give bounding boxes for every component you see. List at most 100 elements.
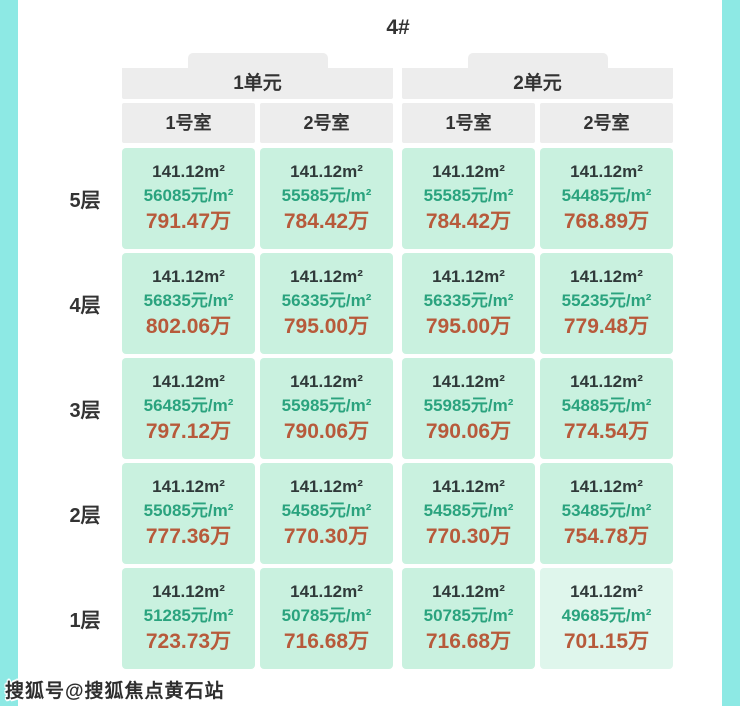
area-text: 141.12m² (570, 582, 643, 601)
area-text: 141.12m² (290, 372, 363, 391)
unit-price-text: 54585元/m² (281, 501, 372, 520)
area-text: 141.12m² (570, 162, 643, 181)
unit-price-text: 55985元/m² (423, 396, 514, 415)
unit-price-text: 55085元/m² (143, 501, 234, 520)
left-accent-bar (0, 0, 18, 706)
total-price-text: 770.30万 (283, 525, 370, 548)
area-text: 141.12m² (432, 162, 505, 181)
area-text: 141.12m² (432, 477, 505, 496)
price-cell: 141.12m² 55585元/m² 784.42万 (402, 148, 535, 249)
total-price-text: 754.78万 (563, 525, 650, 548)
unit-price-text: 54485元/m² (561, 186, 652, 205)
price-cell: 141.12m² 50785元/m² 716.68万 (260, 568, 393, 669)
price-cell: 141.12m² 56835元/m² 802.06万 (122, 253, 255, 354)
price-cell: 141.12m² 53485元/m² 754.78万 (540, 463, 673, 564)
unit-tabs-row (58, 53, 674, 68)
area-text: 141.12m² (290, 582, 363, 601)
unit-price-text: 56835元/m² (143, 291, 234, 310)
total-price-text: 774.54万 (563, 420, 650, 443)
room-row-spacer (58, 103, 122, 143)
total-price-text: 791.47万 (145, 210, 232, 233)
floor-label: 1层 (69, 610, 101, 632)
area-text: 141.12m² (432, 582, 505, 601)
area-text: 141.12m² (290, 162, 363, 181)
floor-label: 4层 (69, 295, 101, 317)
unit-price-text: 55585元/m² (281, 186, 372, 205)
unit-price-text: 56335元/m² (423, 291, 514, 310)
price-cell: 141.12m² 55235元/m² 779.48万 (540, 253, 673, 354)
unit-2-tab-area (402, 53, 673, 68)
unit-price-text: 54585元/m² (423, 501, 514, 520)
unit-2-header: 2单元 (402, 68, 673, 99)
unit-price-text: 55585元/m² (423, 186, 514, 205)
unit-price-text: 50785元/m² (423, 606, 514, 625)
area-text: 141.12m² (570, 477, 643, 496)
unit-price-text: 55985元/m² (281, 396, 372, 415)
area-text: 141.12m² (290, 477, 363, 496)
price-cell: 141.12m² 49685元/m² 701.15万 (540, 568, 673, 669)
total-price-text: 716.68万 (283, 630, 370, 653)
price-cell: 141.12m² 56485元/m² 797.12万 (122, 358, 255, 459)
unit-price-text: 56085元/m² (143, 186, 234, 205)
unit-price-text: 50785元/m² (281, 606, 372, 625)
total-price-text: 795.00万 (425, 315, 512, 338)
floor-label: 3层 (69, 400, 101, 422)
floor-row: 3层 141.12m² 56485元/m² 797.12万 141.12m² 5… (58, 358, 674, 459)
room-header-row: 1号室 2号室 1号室 2号室 (58, 103, 674, 143)
price-cell: 141.12m² 55985元/m² 790.06万 (402, 358, 535, 459)
total-price-text: 797.12万 (145, 420, 232, 443)
area-text: 141.12m² (152, 477, 225, 496)
room-header: 2号室 (540, 103, 673, 143)
price-cell: 141.12m² 56335元/m² 795.00万 (260, 253, 393, 354)
area-text: 141.12m² (432, 372, 505, 391)
unit-price-text: 56485元/m² (143, 396, 234, 415)
floor-row: 4层 141.12m² 56835元/m² 802.06万 141.12m² 5… (58, 253, 674, 354)
total-price-text: 716.68万 (425, 630, 512, 653)
right-accent-bar (722, 0, 740, 706)
total-price-text: 768.89万 (563, 210, 650, 233)
total-price-text: 790.06万 (425, 420, 512, 443)
floor-row: 2层 141.12m² 55085元/m² 777.36万 141.12m² 5… (58, 463, 674, 564)
area-text: 141.12m² (570, 267, 643, 286)
price-table: 4# 1单元 2单元 1号室 2号室 1号室 2号室 5层 (58, 12, 674, 673)
unit-row-spacer (58, 68, 122, 99)
unit-gap (393, 68, 402, 99)
room-header: 1号室 (402, 103, 535, 143)
floor-label: 5层 (69, 190, 101, 212)
watermark: 搜狐号@搜狐焦点黄石站 (5, 681, 225, 702)
area-text: 141.12m² (570, 372, 643, 391)
area-text: 141.12m² (152, 372, 225, 391)
total-price-text: 701.15万 (563, 630, 650, 653)
total-price-text: 790.06万 (283, 420, 370, 443)
unit-1-header: 1单元 (122, 68, 393, 99)
unit-price-text: 49685元/m² (561, 606, 652, 625)
price-cell: 141.12m² 54885元/m² 774.54万 (540, 358, 673, 459)
floor-label: 2层 (69, 505, 101, 527)
total-price-text: 770.30万 (425, 525, 512, 548)
area-text: 141.12m² (432, 267, 505, 286)
building-title: 4# (386, 16, 410, 39)
area-text: 141.12m² (152, 267, 225, 286)
price-cell: 141.12m² 56085元/m² 791.47万 (122, 148, 255, 249)
area-text: 141.12m² (290, 267, 363, 286)
price-cell: 141.12m² 54485元/m² 768.89万 (540, 148, 673, 249)
area-text: 141.12m² (152, 582, 225, 601)
price-cell: 141.12m² 54585元/m² 770.30万 (260, 463, 393, 564)
total-price-text: 784.42万 (425, 210, 512, 233)
price-cell: 141.12m² 55085元/m² 777.36万 (122, 463, 255, 564)
unit-price-text: 55235元/m² (561, 291, 652, 310)
room-header: 1号室 (122, 103, 255, 143)
price-cell: 141.12m² 51285元/m² 723.73万 (122, 568, 255, 669)
unit-price-text: 53485元/m² (561, 501, 652, 520)
total-price-text: 723.73万 (145, 630, 232, 653)
price-cell: 141.12m² 55985元/m² 790.06万 (260, 358, 393, 459)
area-text: 141.12m² (152, 162, 225, 181)
price-cell: 141.12m² 56335元/m² 795.00万 (402, 253, 535, 354)
unit-price-text: 56335元/m² (281, 291, 372, 310)
total-price-text: 795.00万 (283, 315, 370, 338)
unit-2-tab (467, 53, 608, 68)
total-price-text: 777.36万 (145, 525, 232, 548)
floor-row: 1层 141.12m² 51285元/m² 723.73万 141.12m² 5… (58, 568, 674, 669)
total-price-text: 779.48万 (563, 315, 650, 338)
room-header: 2号室 (260, 103, 393, 143)
